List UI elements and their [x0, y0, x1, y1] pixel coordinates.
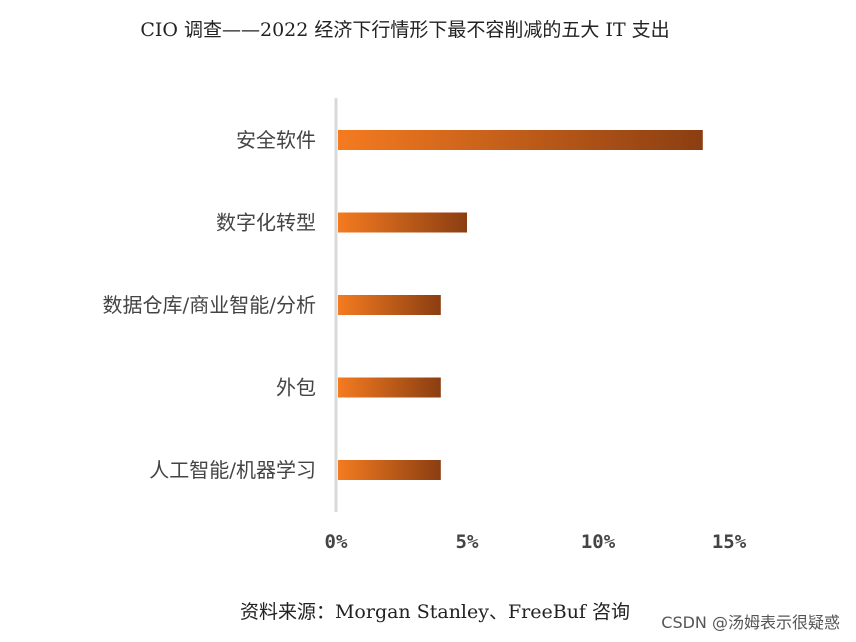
- x-tick-label-2: 10%: [581, 531, 616, 553]
- x-tick-label-0: 0%: [325, 531, 348, 553]
- category-label-1: 数字化转型: [216, 211, 316, 235]
- bars-layer: [338, 130, 703, 480]
- chart-title: CIO 调查——2022 经济下行情形下最不容削减的五大 IT 支出: [140, 19, 669, 41]
- bar-3: [338, 377, 441, 398]
- watermark: CSDN @汤姆表示很疑惑: [661, 613, 840, 632]
- category-label-4: 人工智能/机器学习: [149, 458, 316, 482]
- category-label-0: 安全软件: [236, 128, 316, 152]
- category-label-3: 外包: [276, 376, 316, 400]
- bar-4: [338, 460, 441, 480]
- x-tick-labels: 0% 5% 10% 15%: [325, 531, 747, 553]
- bar-0: [338, 130, 703, 150]
- x-tick-label-3: 15%: [712, 531, 747, 553]
- bar-1: [338, 212, 467, 233]
- source-note: 资料来源：Morgan Stanley、FreeBuf 咨询: [240, 601, 630, 623]
- x-tick-label-1: 5%: [456, 531, 479, 553]
- bar-2: [338, 295, 441, 315]
- category-label-2: 数据仓库/商业智能/分析: [103, 293, 316, 317]
